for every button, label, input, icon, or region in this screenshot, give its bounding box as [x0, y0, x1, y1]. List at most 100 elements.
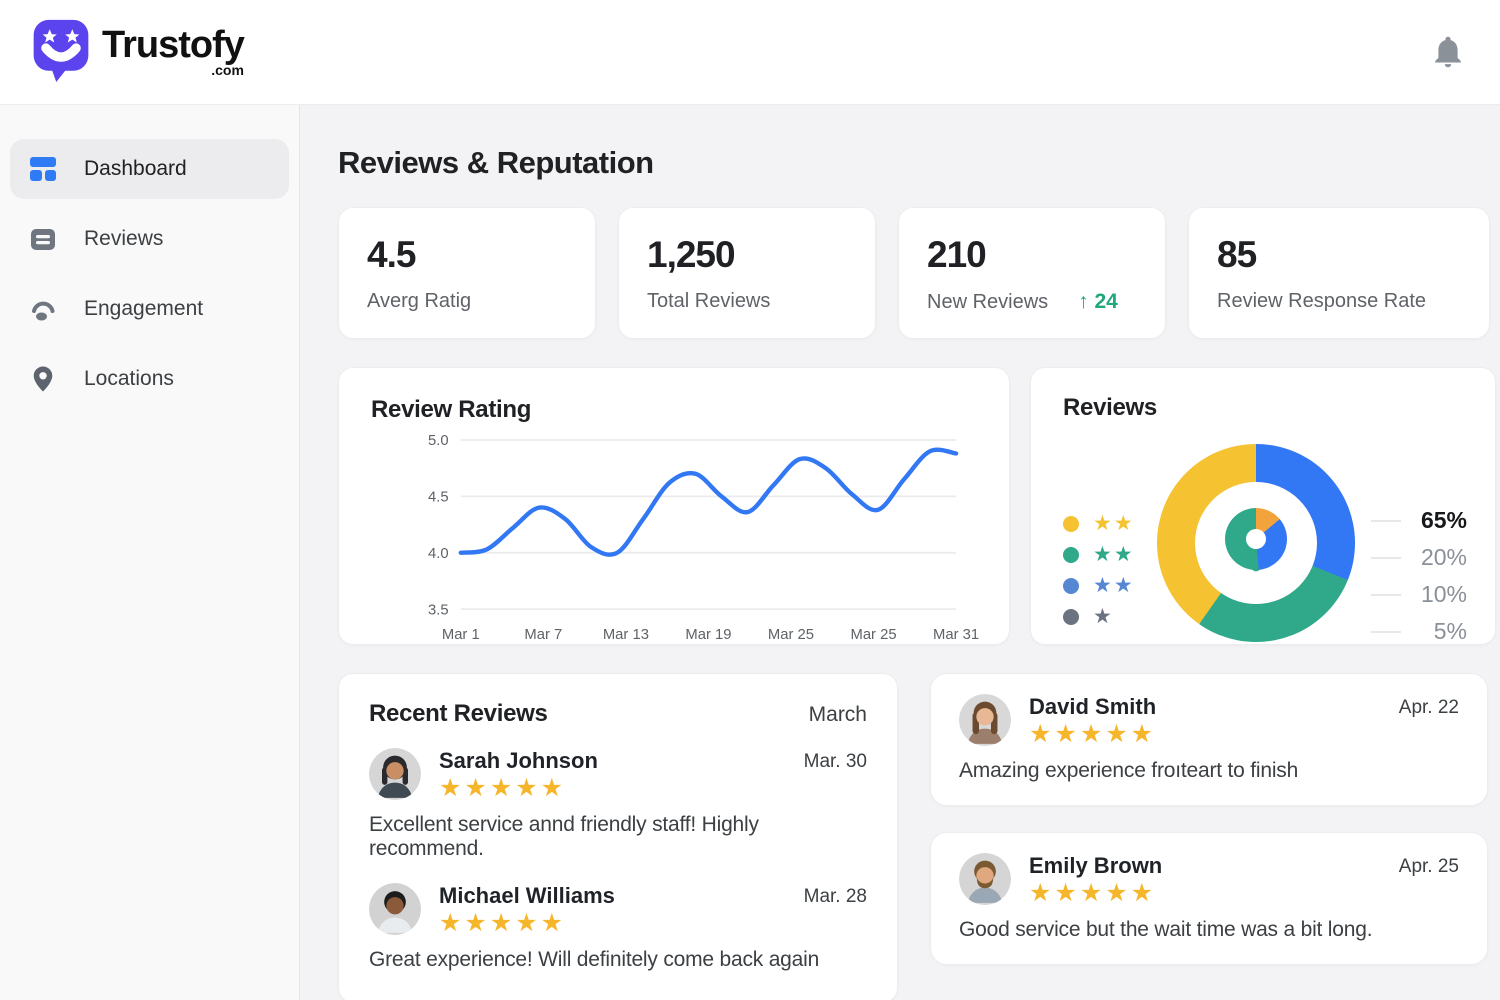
percent-row: 65%: [1371, 502, 1467, 539]
smiley-speech-bubble-icon: [30, 17, 92, 88]
sidebar-item-engagement[interactable]: Engagement: [10, 279, 289, 339]
star-rating: ★★★★★: [1029, 878, 1157, 907]
legend-dot: [1063, 515, 1079, 532]
leader-line: [1371, 630, 1401, 633]
reviewer-name: David Smith: [1029, 694, 1157, 719]
brand-name: Trustofy: [102, 23, 245, 66]
percent-row: 10%: [1371, 576, 1467, 613]
reviews-list-icon: [28, 224, 58, 254]
top-header: Trustofy .com: [0, 0, 1500, 105]
svg-text:Mar 25: Mar 25: [850, 627, 896, 643]
legend-row-5-star: ★★: [1063, 508, 1155, 539]
stat-label: Total Reviews: [647, 290, 771, 312]
stat-label: Averg Ratig: [367, 290, 472, 312]
percent-label: 10%: [1420, 581, 1467, 607]
star-rating: ★★★★★: [1029, 720, 1157, 748]
stat-card-average-rating: 4.5 Averg Ratig: [338, 207, 596, 339]
review-date: Mar. 30: [803, 751, 867, 772]
reviews-donut-chart: [1157, 444, 1355, 642]
stat-label: Review Response Rate: [1217, 290, 1426, 312]
sidebar-item-locations[interactable]: Locations: [10, 349, 289, 409]
review-item: Michael Williams ★★★★★ Mar. 28 Great exp…: [369, 882, 867, 972]
svg-text:Mar 13: Mar 13: [603, 627, 649, 643]
donut-percent-labels: 65% 20% 10% 5%: [1371, 502, 1467, 644]
donut-star-legend: ★★ ★★ ★★ ★: [1063, 508, 1155, 632]
stat-card-total-reviews: 1,250 Total Reviews: [618, 207, 876, 339]
dashboard-grid-icon: [28, 154, 58, 184]
stat-card-response-rate: 85 Review Response Rate: [1188, 207, 1490, 339]
location-pin-icon: [28, 364, 58, 394]
percent-label: 65%: [1420, 507, 1467, 533]
percent-label: 5%: [1433, 618, 1467, 644]
review-text: Good service but the wait time was a bit…: [959, 917, 1373, 941]
sidebar-item-label: Locations: [84, 367, 174, 390]
reviewer-name: Sarah Johnson: [439, 748, 598, 773]
stat-delta-up: ↑ 24: [1078, 290, 1118, 313]
main-content: Reviews & Reputation 4.5 Averg Ratig 1,2…: [300, 105, 1500, 1000]
avatar: [369, 748, 421, 800]
legend-dot: [1063, 546, 1079, 563]
review-rating-chart-card: Review Rating 5.0 4.5 4.0 3.5 Mar 1 Mar 7 Mar …: [338, 367, 1010, 645]
review-date: Apr. 22: [1398, 697, 1459, 718]
star-rating: ★★★★★: [439, 774, 567, 802]
stat-value: 85: [1217, 234, 1257, 275]
stat-value: 210: [927, 234, 987, 275]
legend-dot: [1063, 608, 1079, 625]
svg-text:Mar 31: Mar 31: [933, 627, 979, 643]
pin-hole: [1246, 529, 1266, 549]
percent-row: 5%: [1371, 613, 1467, 644]
svg-text:4.5: 4.5: [428, 490, 449, 506]
recent-reviews-period: March: [808, 703, 867, 726]
svg-text:Mar 7: Mar 7: [524, 627, 562, 643]
reviewer-name: Emily Brown: [1029, 852, 1163, 878]
stats-row: 4.5 Averg Ratig 1,250 Total Reviews 210 …: [338, 207, 1492, 339]
sidebar-item-label: Engagement: [84, 297, 204, 320]
sidebar-item-dashboard[interactable]: Dashboard: [10, 139, 289, 199]
brand-logo[interactable]: Trustofy .com: [30, 17, 245, 88]
side-review-card: David Smith ★★★★★ Apr. 22 Amazing experi…: [930, 673, 1488, 806]
stat-label: New Reviews: [927, 290, 1049, 313]
star-rating: ★★★★★: [439, 908, 567, 937]
review-date: Apr. 25: [1398, 855, 1459, 877]
legend-row-1-star: ★: [1063, 601, 1155, 632]
legend-row-4-star: ★★: [1063, 539, 1155, 570]
leader-line: [1371, 519, 1401, 522]
legend-stars: ★: [1093, 605, 1114, 628]
line-chart-title: Review Rating: [371, 396, 532, 423]
legend-row-3-star: ★★: [1063, 570, 1155, 601]
side-review-card: Emily Brown ★★★★★ Apr. 25 Good service b…: [930, 831, 1488, 965]
stat-value: 1,250: [647, 234, 736, 275]
svg-text:Mar 25: Mar 25: [768, 627, 814, 643]
side-reviews-column: David Smith ★★★★★ Apr. 22 Amazing experi…: [930, 673, 1488, 1000]
svg-text:Mar 1: Mar 1: [442, 627, 480, 643]
charts-row: Review Rating 5.0 4.5 4.0 3.5 Mar 1 Mar 7 Mar …: [338, 367, 1496, 645]
percent-row: 20%: [1371, 539, 1467, 576]
recent-reviews-title: Recent Reviews: [369, 700, 548, 727]
review-text: Great experience! Will definitely come b…: [369, 947, 820, 971]
legend-stars: ★★: [1093, 543, 1135, 566]
review-date: Mar. 28: [803, 885, 867, 907]
review-rating-line-chart: 5.0 4.5 4.0 3.5 Mar 1 Mar 7 Mar 13 Mar 19 Mar 25…: [428, 433, 979, 643]
sidebar-item-label: Dashboard: [84, 157, 187, 180]
legend-stars: ★★: [1093, 512, 1135, 535]
sidebar-item-reviews[interactable]: Reviews: [10, 209, 289, 269]
svg-text:Mar 19: Mar 19: [685, 627, 731, 643]
reviews-section: Recent Reviews March Sarah Johnson ★★★★★: [338, 673, 1492, 1000]
review-text: Excellent service annd friendly staff! H…: [369, 812, 759, 860]
legend-dot: [1063, 577, 1079, 594]
avatar: [369, 882, 421, 935]
svg-text:5.0: 5.0: [428, 433, 449, 449]
review-text: Amazing experience froıteart to finish: [959, 758, 1299, 782]
reviews-donut-card: Reviews ★★ ★★ ★★ ★: [1030, 367, 1496, 645]
legend-stars: ★★: [1093, 574, 1135, 597]
avatar: [959, 694, 1011, 746]
sidebar: Dashboard Reviews Engagement Locations: [0, 105, 300, 1000]
percent-label: 20%: [1420, 544, 1467, 570]
reviewer-name: Michael Williams: [439, 882, 615, 908]
donut-chart-title: Reviews: [1063, 394, 1157, 421]
notifications-bell-icon[interactable]: [1426, 30, 1470, 74]
leader-line: [1371, 593, 1401, 596]
brand-tld: .com: [211, 61, 244, 78]
stat-card-new-reviews: 210 New Reviews ↑ 24: [898, 207, 1166, 339]
sidebar-item-label: Reviews: [84, 227, 164, 250]
